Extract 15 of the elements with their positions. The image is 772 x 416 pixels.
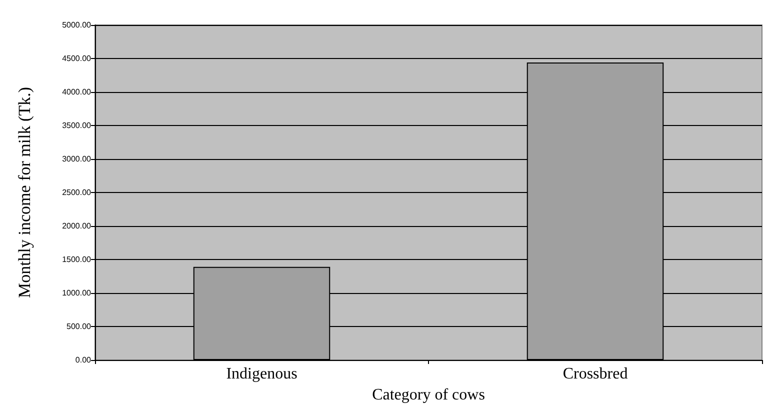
y-tick-label: 2500.00 [62,188,92,197]
y-tick-label: 1000.00 [62,288,92,298]
y-tick-label: 3000.00 [62,154,92,164]
y-tick-label: 1500.00 [62,255,92,264]
y-axis-title: Monthly income for milk (Tk.) [15,86,34,298]
y-tick-label: 0.00 [75,356,92,364]
y-tick-label: 500.00 [66,322,92,331]
x-tick-label: Indigenous [226,366,298,382]
x-axis-title: Category of cows [372,386,485,404]
y-tick-label: 4500.00 [62,54,92,63]
x-tick-label: Crossbred [562,366,628,382]
y-tick-label: 4000.00 [62,88,92,96]
y-tick-label: 5000.00 [62,20,92,30]
y-tick-label: 3500.00 [62,121,92,130]
y-tick-label: 2000.00 [62,222,92,230]
